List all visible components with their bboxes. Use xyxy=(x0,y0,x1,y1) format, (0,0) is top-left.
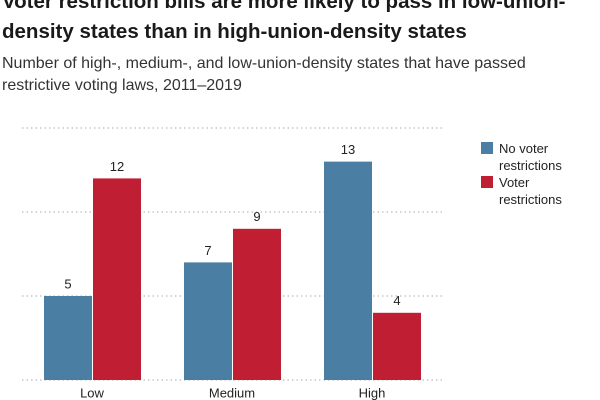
bar xyxy=(93,178,141,380)
bar xyxy=(324,161,372,380)
chart-title: Voter restriction bills are more likely … xyxy=(2,0,566,43)
data-label: 5 xyxy=(64,276,71,291)
data-label: 12 xyxy=(110,159,124,174)
chart-subtitle: Number of high-, medium-, and low-union-… xyxy=(2,55,526,94)
bar xyxy=(184,262,232,380)
legend-swatch xyxy=(481,142,493,154)
bar xyxy=(233,228,281,380)
legend-label: Voter restrictions xyxy=(499,175,562,207)
bar xyxy=(373,312,421,380)
data-label: 4 xyxy=(393,293,400,308)
data-label: 9 xyxy=(253,209,260,224)
legend-item: Voter restrictions xyxy=(481,174,581,208)
data-label: 13 xyxy=(341,142,355,157)
x-tick-label: Low xyxy=(80,385,104,400)
legend-item: No voter restrictions xyxy=(481,140,581,174)
x-tick-label: High xyxy=(359,385,386,400)
x-tick-label: Medium xyxy=(209,385,255,400)
legend-swatch xyxy=(481,176,493,188)
data-label: 7 xyxy=(204,243,211,258)
legend-label: No voter restrictions xyxy=(499,141,562,173)
bar xyxy=(44,296,92,380)
